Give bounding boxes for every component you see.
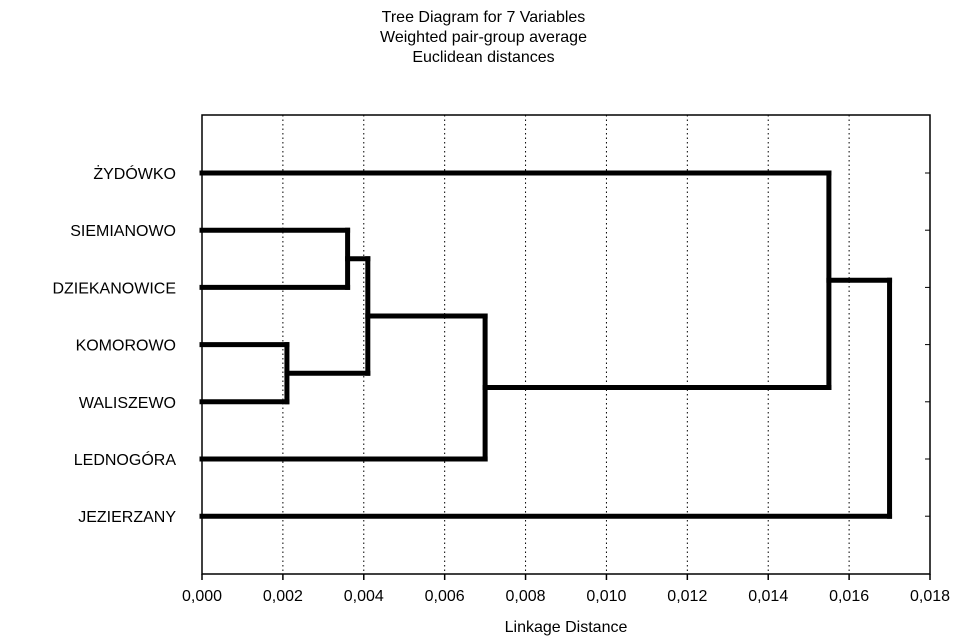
x-tick-label: 0,002 xyxy=(263,588,303,605)
leaf-label: JEZIERZANY xyxy=(78,509,176,526)
x-tick-label: 0,006 xyxy=(425,588,465,605)
x-tick-label: 0,010 xyxy=(586,588,626,605)
x-tick-label: 0,014 xyxy=(748,588,788,605)
leaf-label: SIEMIANOWO xyxy=(70,223,176,240)
leaf-label: ŻYDÓWKO xyxy=(93,164,176,183)
x-axis-title: Linkage Distance xyxy=(505,619,628,636)
x-tick-label: 0,004 xyxy=(344,588,384,605)
x-tick-label: 0,012 xyxy=(667,588,707,605)
leaf-label: LEDNOGÓRA xyxy=(74,450,177,469)
x-tick-label: 0,018 xyxy=(910,588,950,605)
x-tick-label: 0,016 xyxy=(829,588,869,605)
leaf-label: WALISZEWO xyxy=(79,395,176,412)
x-tick-label: 0,000 xyxy=(182,588,222,605)
chart-subtitle-method: Weighted pair-group average xyxy=(380,29,587,46)
x-axis-ticks: 0,000 0,002 0,004 0,006 0,008 0,010 0,012 0,014… xyxy=(182,172,950,605)
chart-title-block: Tree Diagram for 7 Variables Weighted pa… xyxy=(0,8,967,68)
chart-subtitle-distance: Euclidean distances xyxy=(412,49,555,66)
leaf-labels: ŻYDÓWKO SIEMIANOWO DZIEKANOWICE KOMOROWO WAL… xyxy=(52,164,176,526)
leaf-label: KOMOROWO xyxy=(76,338,176,355)
plot-frame xyxy=(201,114,931,575)
chart-title: Tree Diagram for 7 Variables xyxy=(381,9,586,26)
dendrogram-tree xyxy=(199,170,893,519)
x-tick-label: 0,008 xyxy=(506,588,546,605)
leaf-label: DZIEKANOWICE xyxy=(52,280,176,297)
